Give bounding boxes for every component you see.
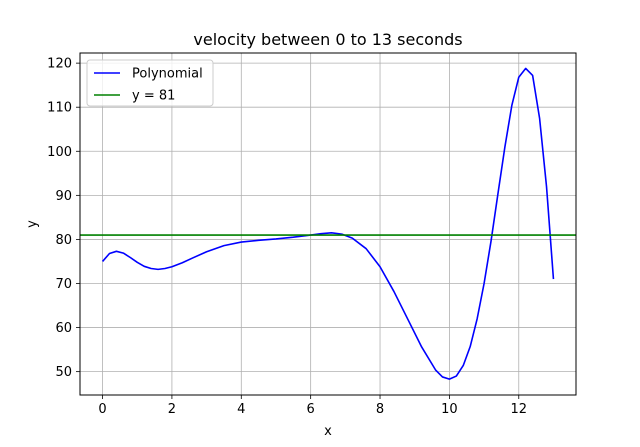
ticks: 0 2 4 6 8 10 12 50 60 70 80 90 100 110 120	[47, 57, 527, 417]
y-axis-label: y	[25, 220, 40, 228]
x-tick-label: 8	[376, 402, 384, 417]
legend-label-0: Polynomial	[132, 67, 203, 82]
legend-label-1: y = 81	[132, 89, 175, 104]
grid	[80, 53, 576, 395]
chart-title: velocity between 0 to 13 seconds	[193, 30, 462, 49]
series-line-0	[101, 67, 555, 380]
x-axis-label: x	[324, 424, 332, 439]
y-tick-label: 90	[55, 189, 72, 204]
x-tick-label: 0	[98, 402, 106, 417]
y-tick-label: 120	[47, 57, 72, 72]
x-tick-label: 10	[441, 402, 458, 417]
y-tick-label: 100	[47, 145, 72, 160]
x-tick-label: 4	[237, 402, 245, 417]
y-tick-label: 50	[55, 365, 72, 380]
y-tick-label: 110	[47, 101, 72, 116]
legend: Polynomial y = 81	[86, 59, 214, 107]
series-layer	[80, 67, 576, 380]
y-tick-label: 70	[55, 277, 72, 292]
y-tick-label: 60	[55, 321, 72, 336]
x-tick-label: 12	[510, 402, 527, 417]
y-tick-label: 80	[55, 233, 72, 248]
x-tick-label: 6	[307, 402, 315, 417]
axes-frame	[79, 52, 577, 396]
x-tick-label: 2	[168, 402, 176, 417]
